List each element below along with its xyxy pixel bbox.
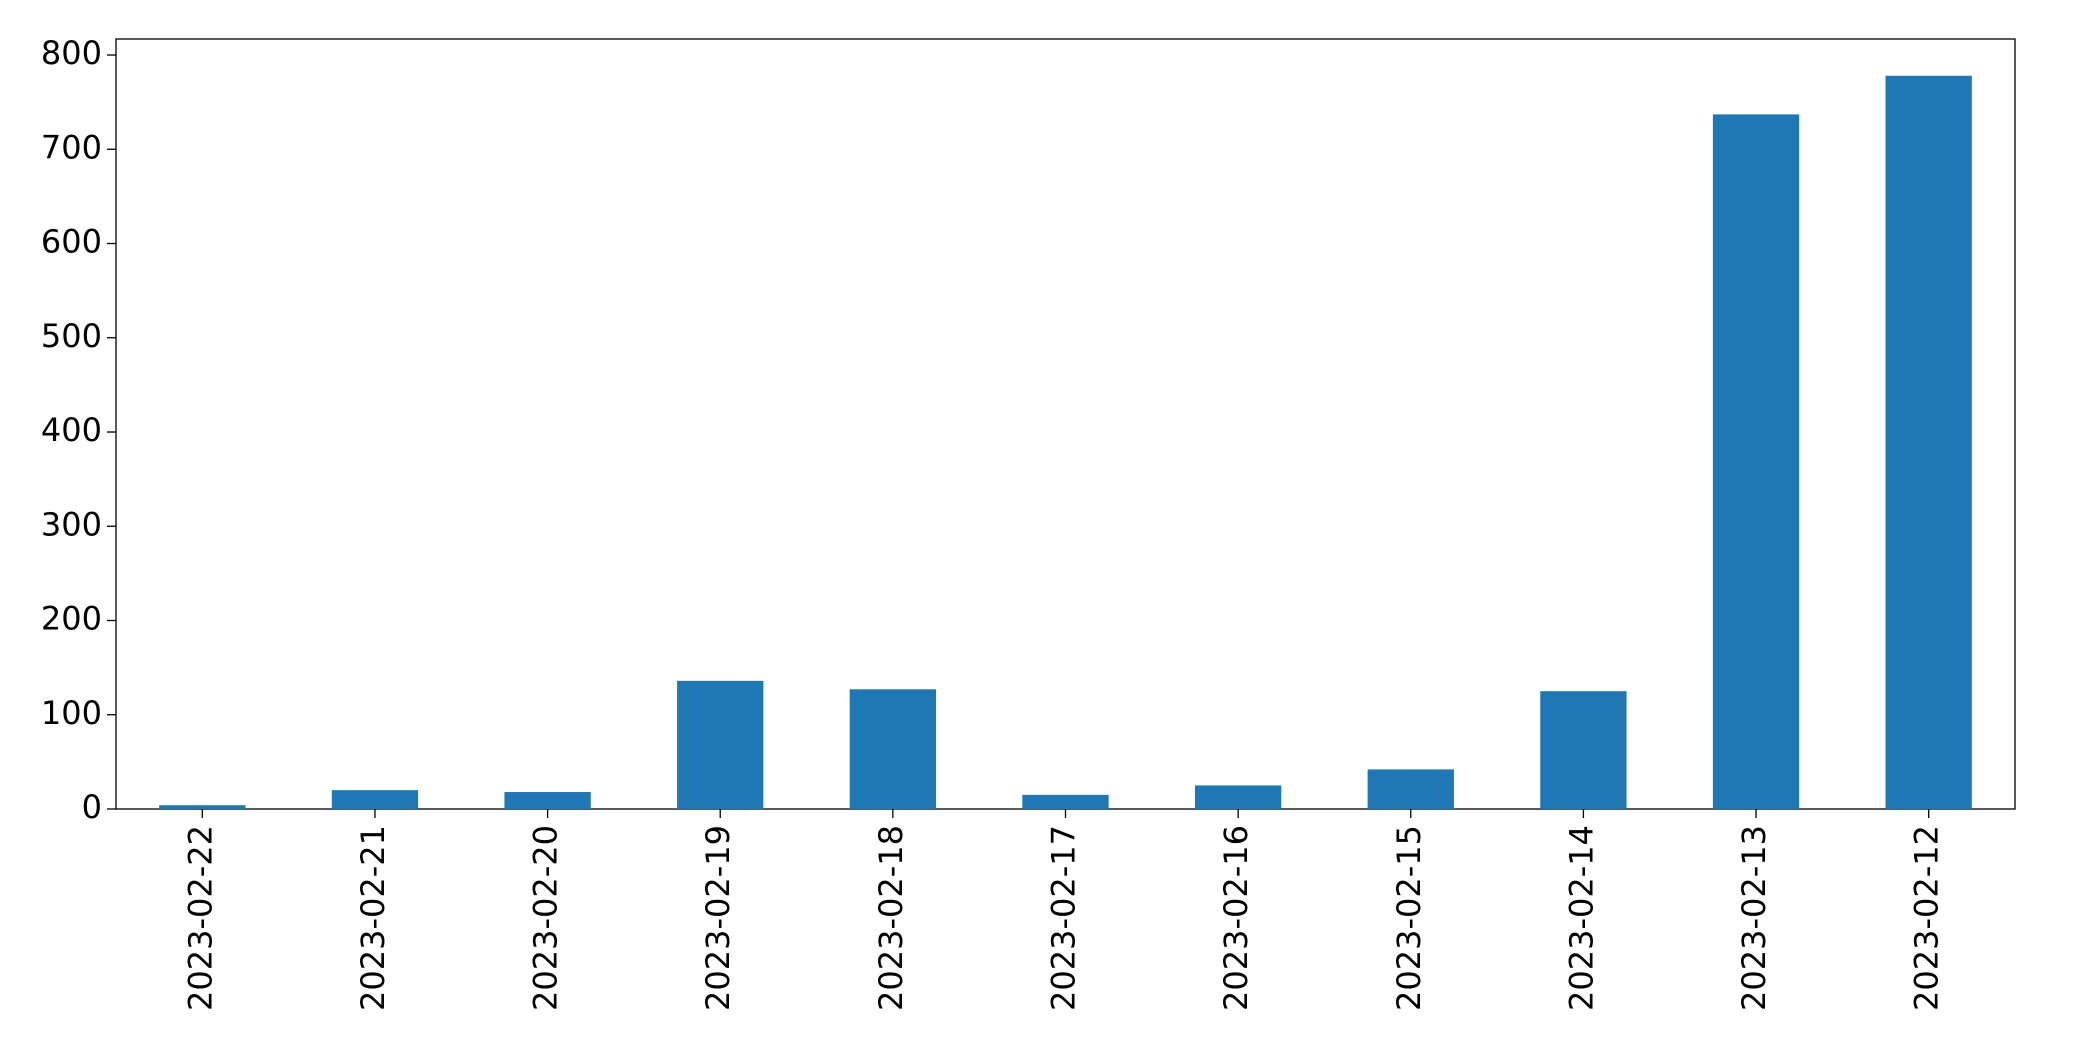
x-tick-label: 2023-02-13 (1735, 825, 1773, 1011)
y-tick-label: 500 (41, 317, 102, 355)
bar (1022, 794, 1109, 809)
y-tick-label: 0 (82, 788, 102, 826)
bar (1712, 114, 1800, 809)
x-tick-label: 2023-02-17 (1045, 825, 1083, 1011)
y-tick-label: 100 (41, 694, 102, 732)
y-tick-label: 600 (41, 223, 102, 261)
x-tick-label: 2023-02-19 (699, 825, 737, 1011)
bar (1540, 691, 1627, 809)
x-tick-label: 2023-02-21 (354, 825, 392, 1011)
x-tick-label: 2023-02-12 (1908, 825, 1946, 1011)
x-tick-label: 2023-02-16 (1217, 825, 1255, 1011)
x-tick-label: 2023-02-15 (1390, 825, 1428, 1011)
bar (504, 792, 591, 809)
x-tick-label: 2023-02-22 (181, 825, 219, 1011)
bar (1885, 75, 1972, 810)
x-tick-label: 2023-02-18 (872, 825, 910, 1011)
y-tick-label: 200 (41, 600, 102, 638)
bar (1194, 785, 1282, 809)
x-tick-label: 2023-02-20 (527, 825, 565, 1011)
bar (1367, 769, 1454, 809)
x-tick-label: 2023-02-14 (1562, 825, 1600, 1011)
bar (849, 689, 937, 809)
y-tick-label: 300 (41, 505, 102, 543)
bar (677, 680, 764, 809)
bar (159, 805, 246, 809)
y-tick-label: 400 (41, 411, 102, 449)
y-tick-label: 800 (41, 34, 102, 72)
bar (331, 790, 419, 809)
y-tick-label: 700 (41, 128, 102, 166)
